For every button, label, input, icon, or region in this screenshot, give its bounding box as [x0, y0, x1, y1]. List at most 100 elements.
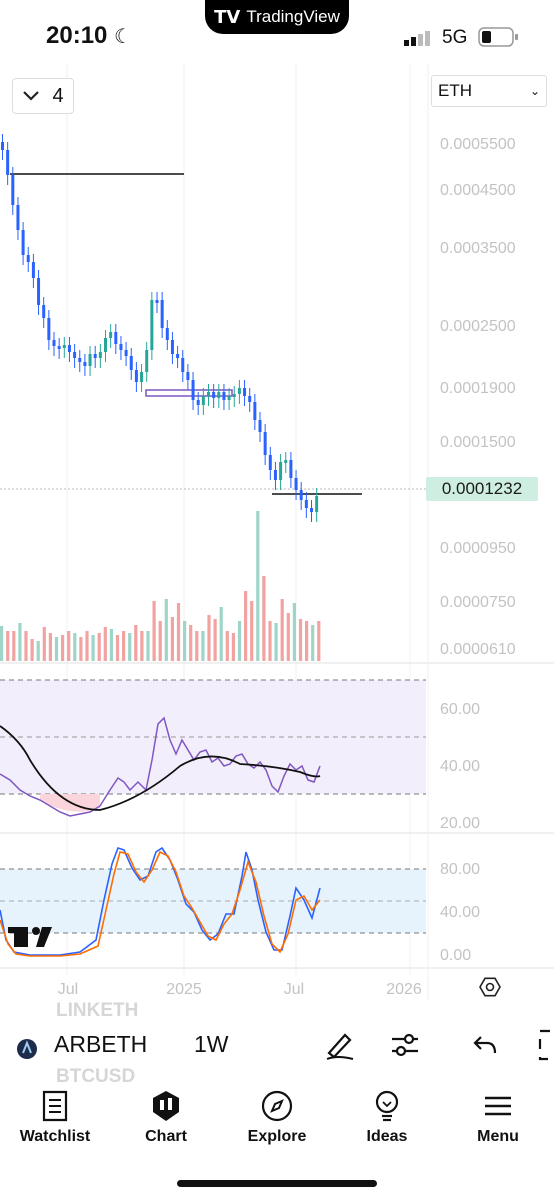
- tradingview-watermark-icon: [8, 927, 52, 947]
- currency-select[interactable]: ETH ⌄: [431, 75, 547, 107]
- volume-bar: [42, 627, 46, 661]
- volume-bar: [225, 631, 229, 661]
- volume-bar: [12, 631, 16, 661]
- price-tick-label: 0.0004500: [440, 182, 516, 199]
- currency-select-value: ETH: [438, 81, 472, 100]
- candle: [62, 345, 66, 348]
- volume-bar: [48, 633, 52, 661]
- volume-bar: [213, 619, 217, 661]
- volume-bar: [268, 621, 272, 661]
- candle: [170, 340, 174, 354]
- volume-bar: [298, 619, 303, 661]
- candle: [6, 150, 10, 175]
- price-tick-label: 0.0000610: [440, 641, 516, 658]
- volume-bar: [189, 625, 193, 661]
- candle: [119, 344, 123, 350]
- candle: [67, 345, 71, 352]
- home-indicator: [177, 1180, 377, 1187]
- lightbulb-icon: [375, 1090, 399, 1122]
- battery-icon: [478, 27, 518, 47]
- rsi-tick-label: 40.00: [440, 758, 480, 775]
- volume-bar: [54, 637, 59, 661]
- candle: [258, 420, 262, 432]
- candle: [57, 346, 61, 349]
- volume-bar: [103, 627, 107, 661]
- tradingview-badge: 𝗧𝗩 TradingView: [205, 0, 349, 34]
- range-box[interactable]: [145, 389, 233, 397]
- indicator-collapse-button[interactable]: 4: [12, 78, 74, 114]
- fullscreen-button[interactable]: [530, 1028, 554, 1062]
- price-tick-label: 0.0001500: [440, 434, 516, 451]
- candle: [145, 350, 149, 372]
- candle: [52, 340, 56, 346]
- nav-menu[interactable]: Menu: [448, 1090, 548, 1146]
- candle: [165, 328, 169, 340]
- settings-hex-icon[interactable]: [479, 977, 501, 997]
- candle: [109, 332, 113, 338]
- candle: [114, 332, 118, 344]
- symbol-name[interactable]: ARBETH: [54, 1031, 148, 1057]
- stoch-k-line: [0, 846, 321, 956]
- volume-bar: [237, 621, 242, 661]
- price-tick-label: 0.0000950: [440, 540, 516, 557]
- undo-button[interactable]: [468, 1028, 502, 1062]
- volume-bar: [207, 615, 211, 661]
- sliders-icon: [392, 1033, 418, 1057]
- indicators-button[interactable]: [388, 1028, 422, 1062]
- status-time: 20:10: [46, 22, 108, 49]
- volume-bar: [97, 633, 101, 661]
- volume-bar: [73, 633, 77, 661]
- volume-bar: [79, 637, 83, 661]
- price-tick-label: 0.0000750: [440, 594, 516, 611]
- nav-explore[interactable]: Explore: [227, 1090, 327, 1146]
- arbitrum-logo-icon: [17, 1039, 37, 1059]
- volume-bar: [164, 599, 168, 661]
- candle: [47, 318, 51, 340]
- volume-bar: [317, 621, 321, 661]
- candle: [16, 205, 20, 230]
- volume-bar: [6, 631, 10, 661]
- candle: [11, 175, 15, 205]
- nav-ideas[interactable]: Ideas: [337, 1090, 437, 1146]
- time-tick-label: 2026: [386, 981, 422, 998]
- volume-bar: [183, 621, 187, 661]
- nav-chart[interactable]: Chart: [116, 1090, 216, 1146]
- volume-bar: [256, 511, 260, 661]
- candle: [83, 362, 87, 366]
- bottom-navigation: [0, 1085, 554, 1165]
- volume-bar: [67, 631, 71, 661]
- volume-bar: [85, 631, 89, 661]
- nav-watchlist[interactable]: Watchlist: [5, 1090, 105, 1146]
- candle: [98, 352, 102, 358]
- candle: [217, 392, 221, 398]
- candle: [304, 500, 308, 508]
- candle: [263, 432, 267, 455]
- status-bar: 20:10 ☾ 𝗧𝗩 TradingView 5G: [0, 0, 554, 70]
- stoch-tick-label: 80.00: [440, 861, 480, 878]
- menu-icon: [485, 1096, 511, 1116]
- volume-bar: [18, 623, 22, 661]
- pen-icon: [326, 1033, 354, 1060]
- volume-bar: [115, 635, 120, 661]
- time-tick-label: Jul: [58, 981, 78, 998]
- volume-bar: [176, 603, 181, 661]
- chart-canvas[interactable]: 0.0005500 0.0004500 0.0003500 0.0002500 0.00…: [0, 64, 554, 1004]
- volume-bar: [152, 601, 156, 661]
- candle: [1, 142, 4, 150]
- candle: [129, 356, 133, 370]
- candle: [294, 478, 298, 490]
- volume-bar: [109, 629, 113, 661]
- timeframe-button[interactable]: 1W: [194, 1031, 229, 1057]
- candle: [155, 300, 159, 303]
- candle: [21, 230, 25, 255]
- draw-tool-button[interactable]: [322, 1028, 356, 1062]
- candle: [227, 396, 231, 400]
- ghost-symbol-above: LINKETH: [56, 1000, 139, 1021]
- volume-bar: [24, 631, 28, 661]
- candle: [31, 262, 35, 278]
- nav-label: Ideas: [366, 1128, 408, 1145]
- candle: [279, 462, 283, 480]
- candle: [248, 396, 252, 402]
- rsi-tick-label: 20.00: [440, 815, 480, 832]
- volume-bar: [262, 576, 266, 661]
